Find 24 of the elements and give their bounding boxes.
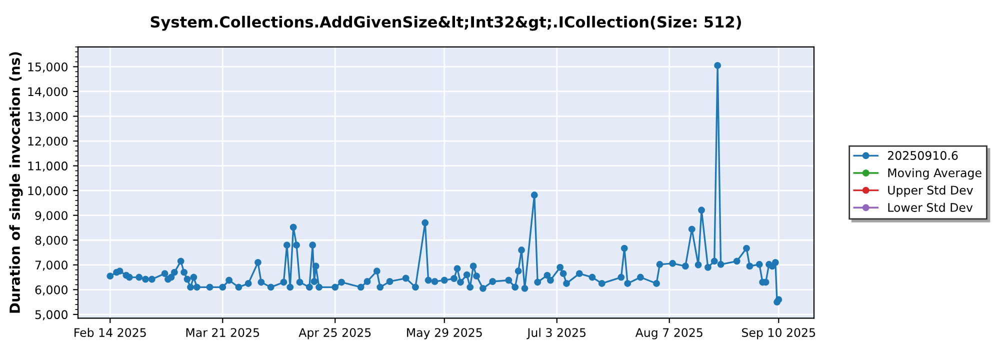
y-tick-label: 14,000 (28, 87, 68, 98)
x-tick-label: Sep 10 2025 (742, 328, 816, 340)
y-axis-title: Duration of single invocation (ns) (9, 52, 23, 313)
y-tick-label: 8,000 (35, 236, 68, 246)
legend-label: 20250910.6 (888, 151, 958, 160)
y-tick-label: 9,000 (35, 211, 68, 222)
legend-label: Moving Average (888, 168, 982, 180)
y-tick-label: 7,000 (35, 260, 68, 271)
y-tick-label: 10,000 (28, 186, 68, 196)
legend-label: Lower Std Dev (888, 202, 973, 212)
x-tick-label: Apr 25 2025 (298, 328, 371, 340)
y-tick-label: 12,000 (28, 136, 68, 147)
x-tick-label: Aug 7 2025 (635, 328, 702, 340)
x-tick-label: Mar 21 2025 (186, 328, 260, 338)
legend-label: Upper Std Dev (888, 185, 973, 197)
y-tick-label: 5,000 (35, 310, 68, 320)
chart-title: System.Collections.AddGivenSize&lt;Int32&gt;.ICollection(Size: 512) (150, 16, 741, 31)
y-tick-label: 13,000 (28, 112, 68, 122)
y-tick-label: 15,000 (28, 62, 68, 73)
x-tick-label: Jul 3 2025 (526, 328, 586, 340)
y-tick-label: 11,000 (28, 162, 68, 172)
x-tick-label: May 29 2025 (407, 328, 482, 340)
x-tick-label: Feb 14 2025 (74, 328, 146, 338)
y-tick-label: 6,000 (35, 285, 68, 296)
